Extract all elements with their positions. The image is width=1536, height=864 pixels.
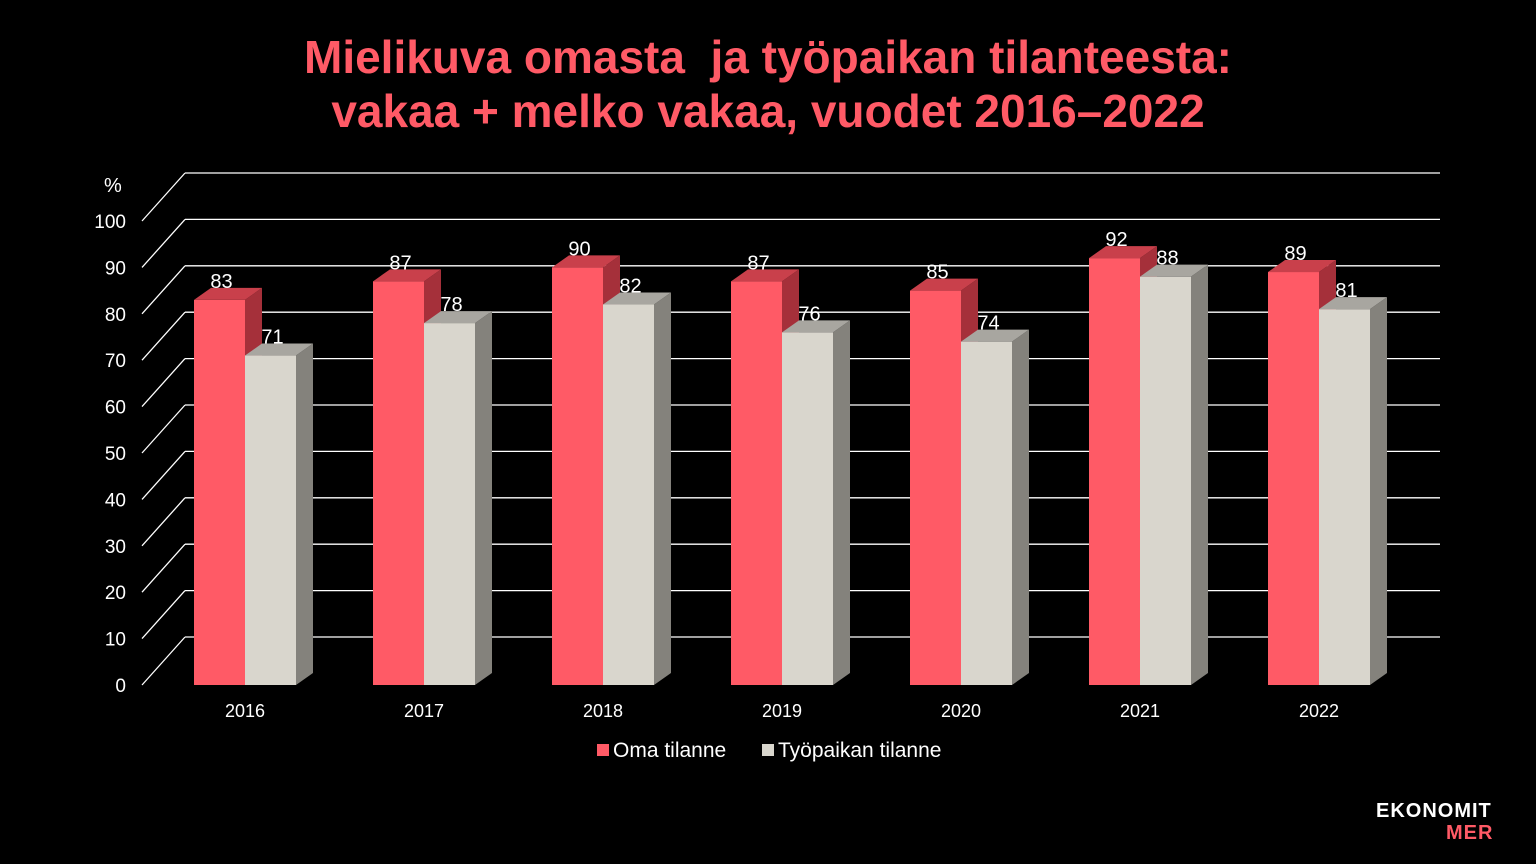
bar-top: [1268, 260, 1336, 273]
bar-front: [1089, 258, 1140, 685]
gridline-diagonal: [141, 590, 186, 640]
bar-front: [910, 290, 961, 685]
data-label: 90: [568, 238, 590, 260]
data-label: 76: [798, 303, 820, 325]
y-tick-label: 50: [105, 444, 126, 465]
bar-top: [194, 287, 262, 300]
data-label: 87: [389, 252, 411, 274]
gridline-diagonal: [141, 172, 186, 222]
bar-front: [961, 341, 1012, 685]
bar-front: [424, 323, 475, 685]
bar-side: [1191, 264, 1208, 685]
data-label: 89: [1284, 243, 1306, 265]
title-line-2: vakaa + melko vakaa, vuodet 2016–2022: [331, 85, 1205, 137]
logo-line-2: MER: [1446, 822, 1494, 844]
bar-side: [296, 343, 313, 685]
y-tick-label: 60: [105, 398, 126, 419]
x-tick-label: 2020: [941, 701, 981, 721]
legend-swatch: [597, 744, 609, 756]
bar-front: [1319, 309, 1370, 685]
x-tick-label: 2021: [1120, 701, 1160, 721]
y-tick-label: 80: [105, 305, 126, 326]
bar-top: [731, 269, 799, 282]
legend-label: Työpaikan tilanne: [778, 739, 941, 762]
bar-front: [245, 355, 296, 685]
gridline-diagonal: [141, 404, 186, 454]
bar-top: [1089, 246, 1157, 259]
bar-side: [833, 320, 850, 685]
y-tick-label: 20: [105, 583, 126, 604]
y-tick-label: 90: [105, 258, 126, 279]
gridline-diagonal: [141, 450, 186, 500]
gridline-diagonal: [141, 218, 186, 268]
title-line-1: Mielikuva omasta ja työpaikan tilanteest…: [304, 31, 1232, 83]
bar-front: [603, 304, 654, 685]
bar-front: [373, 281, 424, 685]
legend-label: Oma tilanne: [613, 739, 726, 762]
gridline-diagonal: [141, 543, 186, 593]
bar-top: [424, 311, 492, 324]
x-tick-label: 2016: [225, 701, 265, 721]
logo-line-1: EKONOMIT: [1376, 800, 1492, 822]
bar-top: [782, 320, 850, 333]
x-tick-label: 2022: [1299, 701, 1339, 721]
gridline-diagonal: [141, 497, 186, 547]
data-label: 92: [1105, 229, 1127, 251]
y-tick-label: 0: [115, 676, 126, 697]
bar-top: [552, 255, 620, 268]
y-tick-label: 40: [105, 490, 126, 511]
data-label: 87: [747, 252, 769, 274]
y-tick-label: 10: [105, 630, 126, 651]
x-tick-label: 2017: [404, 701, 444, 721]
data-label: 74: [977, 313, 999, 335]
bar-top: [1319, 297, 1387, 310]
bar-side: [1012, 329, 1029, 685]
bar-front: [1140, 276, 1191, 685]
y-tick-label: 100: [94, 212, 126, 233]
bar-top: [1140, 264, 1208, 277]
bar-side: [475, 311, 492, 685]
data-label: 78: [440, 294, 462, 316]
bar-top: [603, 292, 671, 305]
gridline-diagonal: [141, 311, 186, 361]
gridline-diagonal: [141, 636, 186, 686]
gridline-diagonal: [141, 358, 186, 408]
bar-front: [782, 332, 833, 685]
bar-top: [961, 329, 1029, 342]
data-label: 88: [1156, 248, 1178, 270]
bar-top: [245, 343, 313, 356]
y-tick-label: 70: [105, 351, 126, 372]
data-label: 71: [261, 327, 283, 349]
legend-swatch: [762, 744, 774, 756]
bar-front: [194, 299, 245, 685]
gridline-diagonal: [141, 265, 186, 315]
bar-front: [1268, 272, 1319, 685]
data-label: 83: [210, 271, 232, 293]
y-axis-unit-label: %: [104, 175, 122, 197]
bar-side: [654, 292, 671, 685]
bar-top: [373, 269, 441, 282]
data-label: 85: [926, 262, 948, 284]
x-tick-label: 2019: [762, 701, 802, 721]
ekonomit-logo: EKONOMIT MER: [1376, 800, 1493, 844]
bar-front: [731, 281, 782, 685]
bar-side: [1370, 297, 1387, 685]
data-label: 81: [1335, 280, 1357, 302]
y-tick-label: 30: [105, 537, 126, 558]
chart-title: Mielikuva omasta ja työpaikan tilanteest…: [0, 30, 1536, 138]
data-label: 82: [619, 276, 641, 298]
bar-top: [910, 278, 978, 291]
bar-front: [552, 267, 603, 685]
x-tick-label: 2018: [583, 701, 623, 721]
